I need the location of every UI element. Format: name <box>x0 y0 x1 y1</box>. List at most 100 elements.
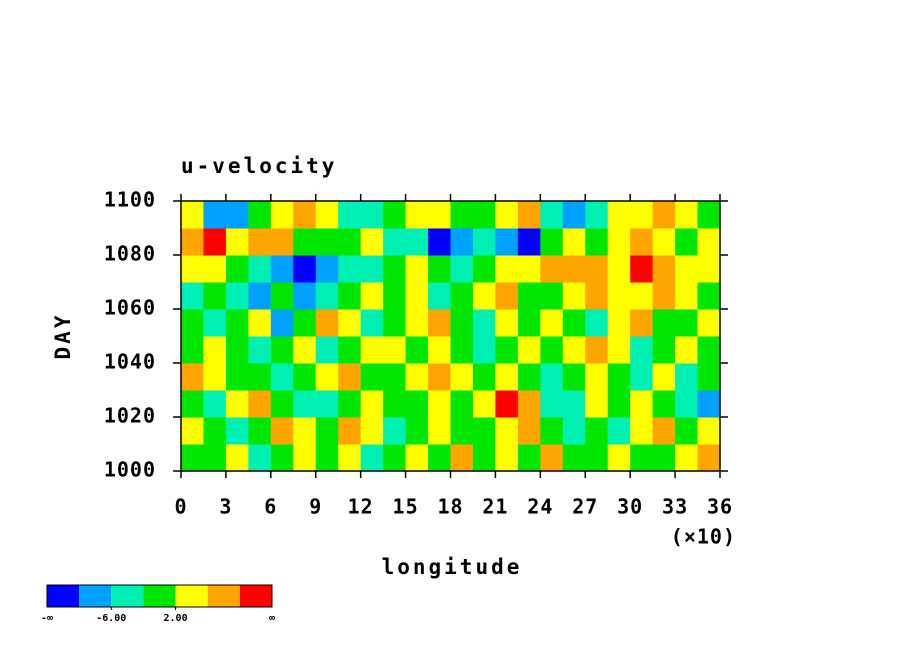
cell <box>428 363 451 391</box>
cell <box>203 309 227 337</box>
cell <box>495 201 519 229</box>
cell <box>270 363 294 391</box>
cell <box>472 444 496 472</box>
cell <box>248 201 272 229</box>
cell <box>248 309 272 337</box>
cell <box>338 363 362 391</box>
cell <box>675 255 699 283</box>
cell <box>225 444 249 472</box>
cell <box>495 390 519 418</box>
cell <box>428 201 451 229</box>
cell <box>450 336 474 364</box>
cell <box>405 336 429 364</box>
cell <box>315 282 339 310</box>
cell <box>428 336 451 364</box>
cell <box>540 390 564 418</box>
cell <box>428 309 451 337</box>
cell <box>450 444 474 472</box>
cell <box>472 201 496 229</box>
colorbar-box <box>239 585 272 607</box>
cell <box>270 390 294 418</box>
cell <box>360 282 384 310</box>
cell <box>383 336 407 364</box>
cell <box>181 417 204 445</box>
cell <box>585 390 609 418</box>
cell <box>630 390 654 418</box>
cell <box>405 417 429 445</box>
x-tick-label: 33 <box>662 495 688 519</box>
cell <box>495 309 519 337</box>
cell <box>517 201 541 229</box>
cell <box>315 228 339 256</box>
colorbar-label: -∞ <box>41 613 53 624</box>
heatmap <box>181 201 721 472</box>
cell <box>607 201 631 229</box>
colorbar-frame <box>46 584 273 608</box>
cell <box>585 417 609 445</box>
y-tick-label: 1000 <box>104 458 156 482</box>
cell <box>495 228 519 256</box>
cell <box>360 417 384 445</box>
cell <box>203 363 227 391</box>
cell <box>405 255 429 283</box>
x-tick-label: 21 <box>482 495 508 519</box>
cell <box>630 417 654 445</box>
cell <box>675 444 699 472</box>
cell <box>203 282 227 310</box>
cell <box>248 228 272 256</box>
cell <box>472 363 496 391</box>
cell <box>428 417 451 445</box>
x-tick-label: 6 <box>264 495 277 519</box>
cell <box>630 363 654 391</box>
cell <box>652 336 676 364</box>
cell <box>181 363 204 391</box>
cell <box>540 228 564 256</box>
cell <box>517 336 541 364</box>
cell <box>293 309 317 337</box>
cell <box>517 417 541 445</box>
cell <box>405 228 429 256</box>
colorbar-box <box>175 585 208 607</box>
cell <box>540 282 564 310</box>
cell <box>607 390 631 418</box>
cell <box>293 417 317 445</box>
cell <box>450 390 474 418</box>
cell <box>607 336 631 364</box>
cell <box>181 336 204 364</box>
cell <box>428 228 451 256</box>
cell <box>495 282 519 310</box>
axes: 0 3 6 9 12 15 18 21 24 27 30 33 36100010201040106010… <box>104 188 732 519</box>
cell <box>383 444 407 472</box>
cell <box>450 309 474 337</box>
cell <box>517 228 541 256</box>
y-tick-label: 1060 <box>104 296 156 320</box>
cell <box>630 201 654 229</box>
cell <box>517 363 541 391</box>
cell <box>181 444 204 472</box>
cell <box>697 201 721 229</box>
cell <box>450 417 474 445</box>
cell <box>450 255 474 283</box>
cell <box>248 417 272 445</box>
cell <box>562 390 586 418</box>
cell <box>315 444 339 472</box>
cell <box>225 282 249 310</box>
cell <box>697 336 721 364</box>
cell <box>248 363 272 391</box>
cell <box>203 228 227 256</box>
cell <box>225 417 249 445</box>
cell <box>383 255 407 283</box>
colorbar-box <box>207 585 240 607</box>
cell <box>630 255 654 283</box>
cell <box>495 363 519 391</box>
cell <box>405 363 429 391</box>
cell <box>428 444 451 472</box>
cell <box>472 417 496 445</box>
cell <box>697 309 721 337</box>
cell <box>181 201 204 229</box>
cell <box>383 282 407 310</box>
x-tick-label: 18 <box>437 495 463 519</box>
cell <box>181 228 204 256</box>
cell <box>360 228 384 256</box>
